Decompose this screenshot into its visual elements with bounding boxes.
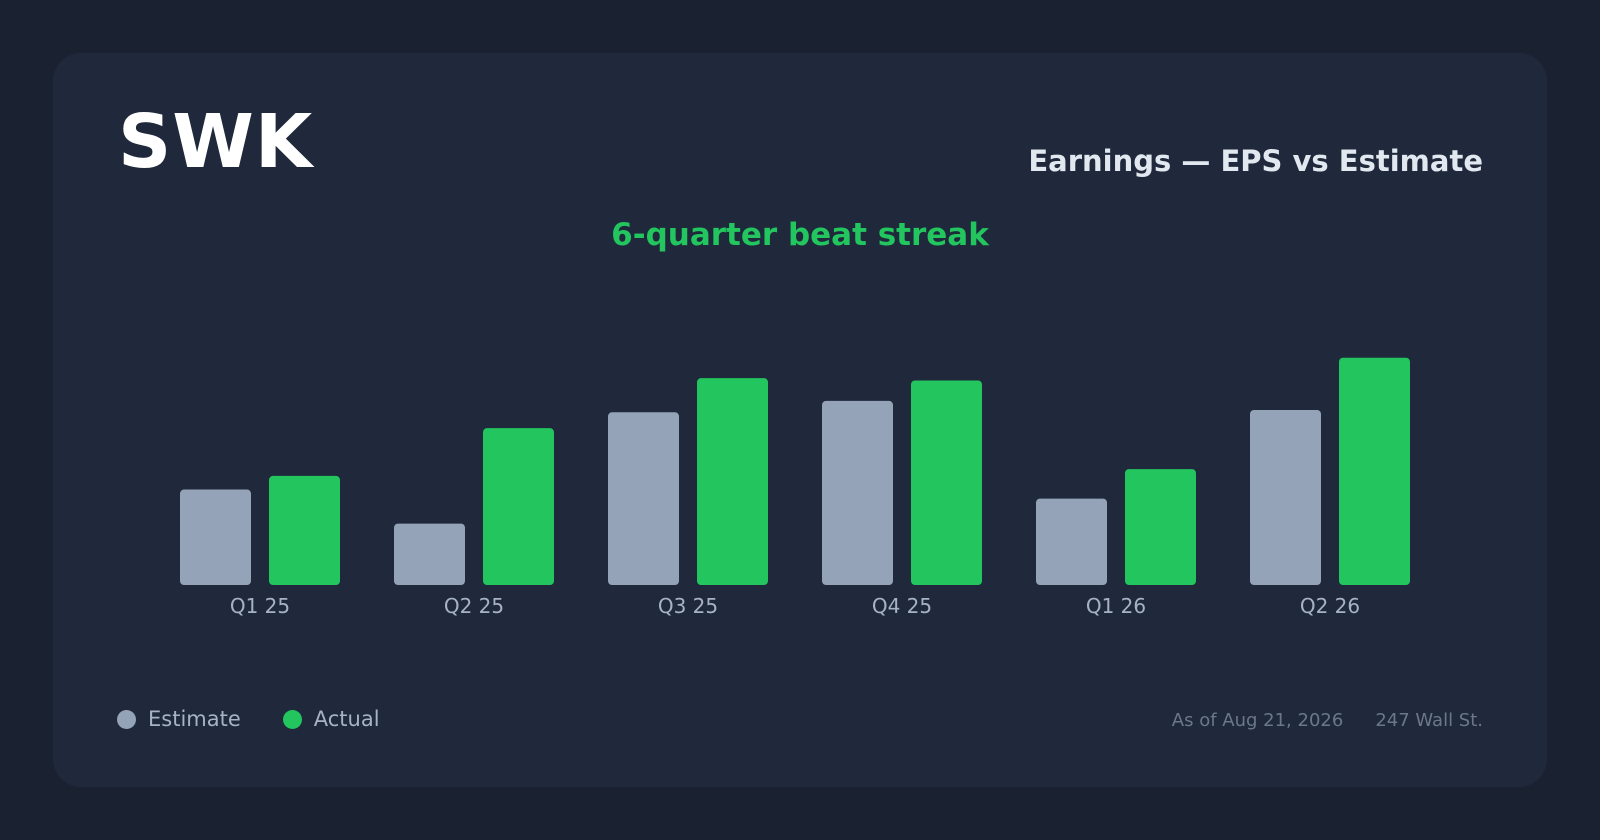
bar-estimate-q2-26 — [1250, 410, 1321, 585]
chart-footer: As of Aug 21, 2026 247 Wall St. — [1172, 710, 1483, 731]
x-tick-label: Q1 25 — [230, 594, 290, 618]
bar-estimate-q1-25 — [180, 489, 251, 585]
earnings-card: SWK Earnings — EPS vs Estimate 6-quarter… — [53, 53, 1547, 787]
bar-estimate-q3-25 — [608, 412, 679, 585]
x-tick-label: Q2 25 — [444, 594, 504, 618]
bar-actual-q1-25 — [269, 475, 340, 585]
source-credit: 247 Wall St. — [1375, 710, 1483, 731]
bar-estimate-q1-26 — [1036, 498, 1107, 585]
legend-item-actual: Actual — [282, 707, 380, 731]
bar-estimate-q2-25 — [394, 523, 465, 585]
bar-actual-q2-26 — [1339, 357, 1410, 585]
bar-actual-q1-26 — [1125, 469, 1196, 585]
chart-legend: Estimate Actual — [117, 707, 422, 731]
bar-actual-q4-25 — [911, 380, 982, 585]
legend-label-estimate: Estimate — [148, 707, 241, 731]
x-tick-label: Q4 25 — [872, 594, 932, 618]
x-tick-label: Q2 26 — [1300, 594, 1360, 618]
actual-swatch-icon — [282, 709, 302, 729]
as-of-date: As of Aug 21, 2026 — [1171, 710, 1344, 731]
chart-subtitle: Earnings — EPS vs Estimate — [1028, 144, 1483, 178]
x-tick-label: Q3 25 — [658, 594, 718, 618]
bar-actual-q3-25 — [697, 378, 768, 585]
bar-estimate-q4-25 — [822, 400, 893, 585]
ticker-symbol: SWK — [118, 99, 314, 185]
legend-label-actual: Actual — [313, 707, 380, 731]
eps-bar-chart: Q1 25 Q2 25 Q3 25 Q4 25 Q1 26 Q2 26 — [180, 357, 1410, 618]
estimate-swatch-icon — [117, 709, 136, 729]
bar-actual-q2-25 — [483, 428, 554, 585]
x-tick-label: Q1 26 — [1086, 594, 1146, 618]
beat-streak-headline: 6-quarter beat streak — [611, 217, 989, 253]
legend-item-estimate: Estimate — [117, 707, 241, 731]
